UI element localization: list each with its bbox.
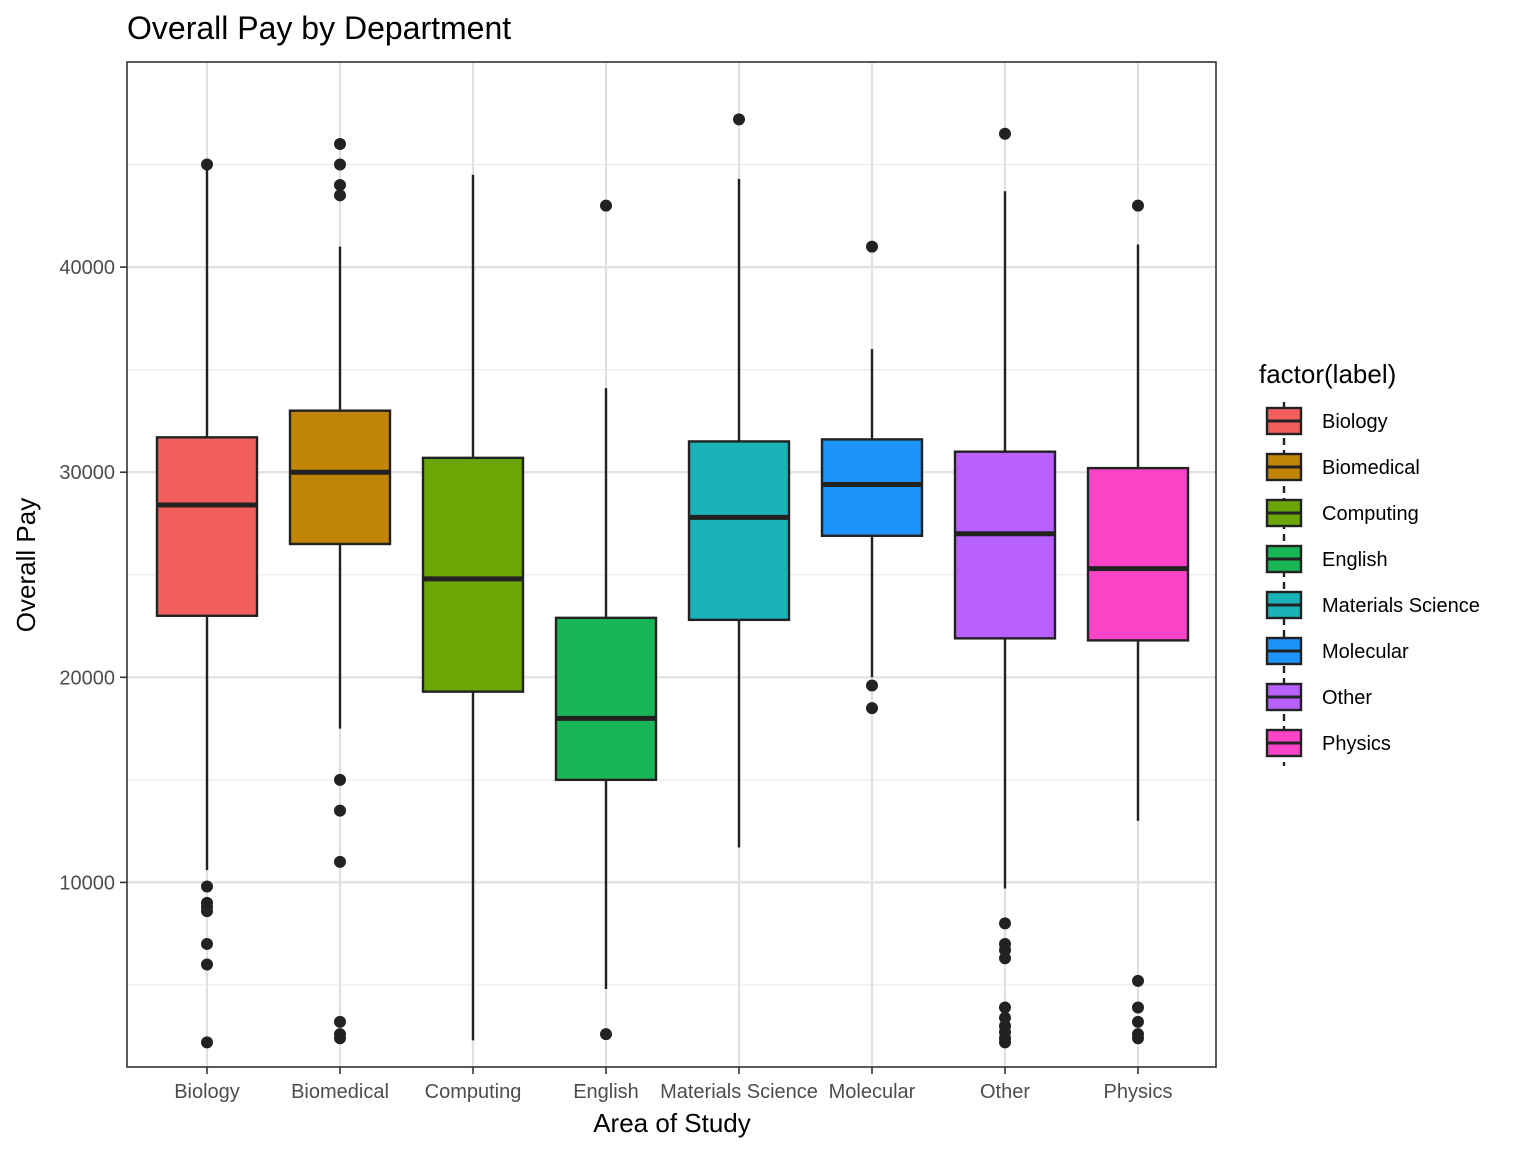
box-body: [687, 440, 791, 622]
x-tick-label: Biology: [174, 1081, 240, 1103]
x-tick-label: Physics: [1104, 1081, 1173, 1103]
legend-item-biomedical: Biomedical: [1265, 452, 1420, 482]
legend-label: English: [1322, 549, 1388, 571]
outlier-point: [1132, 1015, 1144, 1028]
legend-label: Molecular: [1322, 641, 1409, 663]
panel-border: [126, 61, 1217, 1068]
legend-item-biology: Biology: [1265, 406, 1388, 436]
box-body: [288, 409, 392, 546]
legend-label: Physics: [1322, 733, 1391, 755]
legend-item-computing: Computing: [1265, 498, 1419, 528]
outlier-point: [1132, 1032, 1144, 1045]
outlier-point: [201, 905, 213, 918]
outlier-point: [999, 1001, 1011, 1014]
box-computing: [421, 174, 525, 1041]
legend-title: factor(label): [1259, 359, 1396, 389]
outlier-point: [1132, 1001, 1144, 1014]
y-axis-ticks: 10000 20000 30000 40000: [59, 257, 127, 894]
outlier-point: [1132, 974, 1144, 987]
box-english: [554, 199, 658, 1041]
outlier-point: [1132, 199, 1144, 212]
legend-label: Materials Science: [1322, 595, 1480, 617]
outlier-point: [733, 113, 745, 126]
outlier-point: [999, 917, 1011, 930]
x-tick-label: Computing: [425, 1081, 522, 1103]
legend-label: Biomedical: [1322, 457, 1420, 479]
box-body: [953, 450, 1057, 640]
box-biology: [155, 158, 259, 1049]
box-biomedical: [288, 138, 392, 1045]
box-body: [1086, 466, 1190, 642]
legend-label: Computing: [1322, 503, 1419, 525]
outlier-point: [201, 958, 213, 971]
box-materials-science: [687, 113, 791, 848]
box-physics: [1086, 199, 1190, 1045]
outlier-point: [334, 804, 346, 817]
box-body: [554, 616, 658, 782]
outlier-point: [201, 937, 213, 950]
y-axis-title: Overall Pay: [11, 498, 41, 632]
outlier-point: [866, 702, 878, 715]
box-body: [421, 456, 525, 693]
legend-item-materials-science: Materials Science: [1265, 590, 1480, 620]
outlier-point: [866, 240, 878, 253]
outlier-point: [999, 1036, 1011, 1049]
outlier-point: [866, 679, 878, 692]
outlier-point: [999, 127, 1011, 140]
x-tick-label: Molecular: [829, 1081, 916, 1103]
outlier-point: [201, 158, 213, 171]
y-tick-label: 20000: [59, 667, 115, 689]
x-axis-title: Area of Study: [593, 1108, 751, 1138]
legend: factor(label) Biology Biomedical Computing…: [1259, 359, 1480, 766]
legend-label: Biology: [1322, 411, 1388, 433]
outlier-point: [999, 1011, 1011, 1024]
outlier-point: [334, 1015, 346, 1028]
box-other: [953, 127, 1057, 1049]
outlier-point: [201, 880, 213, 893]
y-tick-label: 30000: [59, 462, 115, 484]
x-tick-label: Other: [980, 1081, 1030, 1103]
outlier-point: [334, 855, 346, 868]
outlier-point: [201, 1036, 213, 1049]
outlier-point: [334, 773, 346, 786]
box-molecular: [820, 240, 924, 715]
legend-item-molecular: Molecular: [1265, 636, 1409, 666]
y-tick-label: 10000: [59, 872, 115, 894]
outlier-point: [334, 189, 346, 202]
x-tick-label: Materials Science: [660, 1081, 818, 1103]
outlier-point: [334, 138, 346, 151]
x-tick-label: Biomedical: [291, 1081, 389, 1103]
chart-title: Overall Pay by Department: [127, 10, 511, 46]
outlier-point: [334, 1032, 346, 1045]
x-axis-ticks: Biology Biomedical Computing English Materia…: [174, 1067, 1172, 1103]
outlier-point: [999, 944, 1011, 957]
outlier-point: [600, 199, 612, 212]
outlier-point: [334, 158, 346, 171]
legend-item-other: Other: [1265, 682, 1372, 712]
outlier-point: [999, 952, 1011, 965]
box-body: [820, 438, 924, 537]
plot-panel: [126, 61, 1217, 1068]
x-tick-label: English: [573, 1081, 639, 1103]
box-body: [155, 436, 259, 617]
legend-item-english: English: [1265, 544, 1388, 574]
legend-item-physics: Physics: [1265, 728, 1391, 758]
legend-label: Other: [1322, 687, 1372, 709]
outlier-point: [600, 1028, 612, 1041]
outlier-point: [334, 179, 346, 192]
y-tick-label: 40000: [59, 257, 115, 279]
